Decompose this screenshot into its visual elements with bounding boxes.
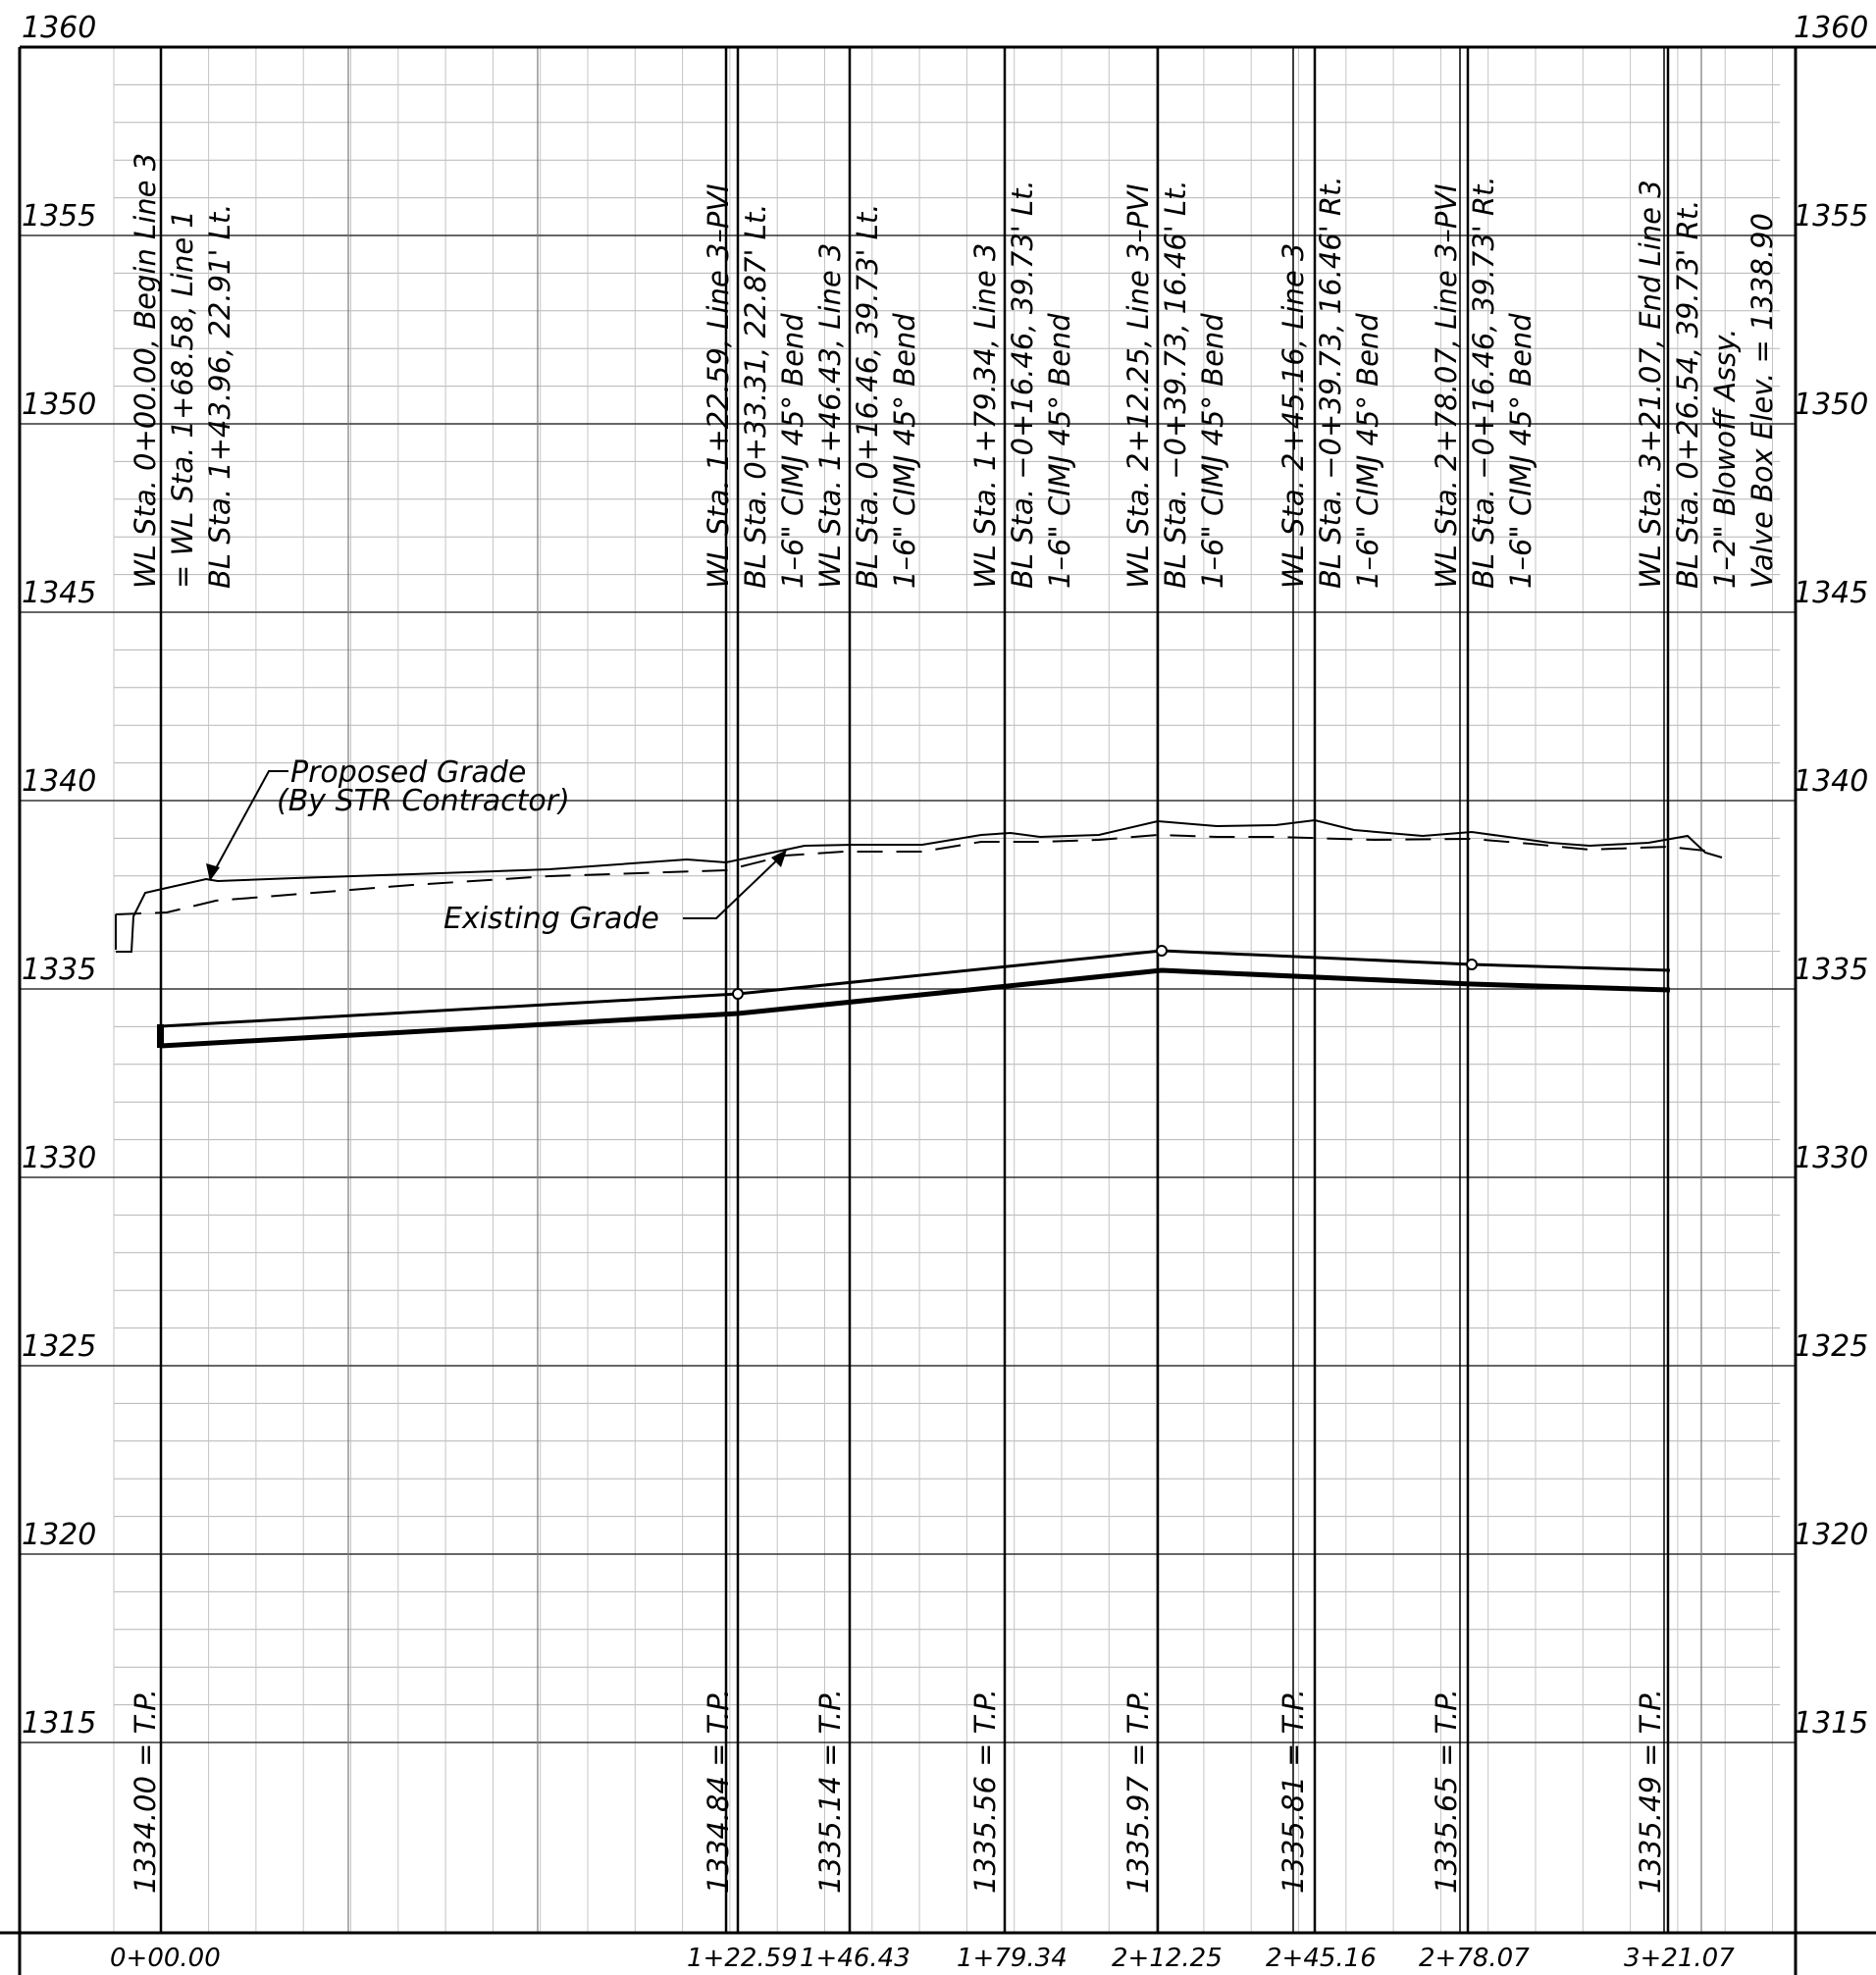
annotation-station-1: WL Sta. 1+22.59, Line 3–PVI BL Sta. 0+33…: [702, 183, 809, 589]
annotation-line: BL Sta. 0+26.54, 39.73' Rt.: [1671, 200, 1704, 589]
existing-grade-leader: [683, 852, 786, 919]
annotation-station-0: WL Sta. 0+00.00, Begin Line 3 = WL Sta. …: [129, 153, 236, 589]
pvi-marker: [1466, 959, 1478, 970]
annotation-line: 1–6" CIMJ 45° Bend: [888, 313, 921, 589]
elev-label: 1320: [1794, 1518, 1868, 1552]
elev-label: 1315: [1794, 1706, 1868, 1741]
tp-label: 1335.65 = T.P.: [1430, 1689, 1463, 1894]
annotation-line: BL Sta. 0+33.31, 22.87' Lt.: [739, 204, 772, 589]
station-label: 1+22.59: [687, 1944, 798, 1973]
annotation-station-2: WL Sta. 1+46.43, Line 3 BL Sta. 0+16.46,…: [813, 204, 921, 589]
annotation-line: 1–6" CIMJ 45° Bend: [776, 313, 809, 589]
elev-label: 1335: [1794, 953, 1868, 987]
elev-label: 1345: [22, 576, 96, 610]
annotation-line: WL Sta. 1+79.34, Line 3: [968, 243, 1002, 589]
annotation-line: BL Sta. −0+39.73, 16.46' Lt.: [1159, 180, 1192, 589]
grade-callouts: Proposed Grade (By STR Contractor) Exist…: [206, 755, 787, 936]
elev-label: 1350: [1794, 388, 1868, 422]
elev-label: 1360: [1794, 11, 1868, 45]
annotation-line: WL Sta. 3+21.07, End Line 3: [1634, 180, 1667, 589]
annotation-line: WL Sta. 1+46.43, Line 3: [813, 243, 847, 589]
tp-label: 1335.49 = T.P.: [1634, 1689, 1667, 1894]
station-label: 1+79.34: [957, 1944, 1068, 1973]
annotation-station-4: WL Sta. 2+12.25, Line 3–PVI BL Sta. −0+3…: [1121, 180, 1229, 589]
annotation-station-6: WL Sta. 2+78.07, Line 3–PVI BL Sta. −0+1…: [1430, 176, 1537, 589]
tp-label: 1335.14 = T.P.: [813, 1689, 847, 1894]
annotation-line: BL Sta. 0+16.46, 39.73' Lt.: [851, 204, 884, 589]
elevation-axis-right: 1360 1355 1350 1345 1340 1335 1330 1325 …: [1794, 11, 1868, 1741]
elev-label: 1355: [22, 199, 96, 234]
station-axis: 0+00.00 1+22.59 1+46.43 1+79.34 2+12.25 …: [110, 1944, 1735, 1973]
elev-label: 1345: [1794, 576, 1868, 610]
grid: [20, 46, 1796, 1933]
annotation-line: WL Sta. 2+12.25, Line 3–PVI: [1121, 183, 1155, 589]
elev-label: 1355: [1794, 199, 1868, 234]
pipe-end-cap: [157, 1024, 164, 1048]
station-label: 1+46.43: [800, 1944, 911, 1973]
annotation-line: 1–6" CIMJ 45° Bend: [1196, 313, 1229, 589]
elev-label: 1330: [1794, 1141, 1868, 1175]
annotation-line: 1–6" CIMJ 45° Bend: [1504, 313, 1537, 589]
station-label: 3+21.07: [1624, 1944, 1735, 1973]
tp-label: 1334.00 = T.P.: [129, 1689, 162, 1894]
proposed-grade-label-2: (By STR Contractor): [277, 784, 570, 818]
station-label: 2+12.25: [1112, 1944, 1223, 1973]
tp-label: 1335.97 = T.P.: [1121, 1689, 1155, 1894]
annotation-line: WL Sta. 1+22.59, Line 3–PVI: [702, 183, 735, 589]
annotation-line: WL Sta. 0+00.00, Begin Line 3: [129, 153, 162, 589]
proposed-grade-leader: [209, 770, 288, 880]
annotation-line: BL Sta. 1+43.96, 22.91' Lt.: [203, 204, 236, 589]
proposed-grade-label: Proposed Grade: [290, 755, 526, 790]
tp-label: 1335.81 = T.P.: [1277, 1689, 1310, 1894]
tp-label: 1334.84 = T.P.: [702, 1689, 735, 1894]
existing-grade-label: Existing Grade: [443, 902, 659, 936]
elev-label: 1315: [22, 1706, 96, 1741]
elev-label: 1350: [22, 388, 96, 422]
elev-label: 1360: [22, 11, 96, 45]
annotation-line: BL Sta. −0+39.73, 16.46' Rt.: [1314, 176, 1347, 589]
top-of-pipe-labels: 1334.00 = T.P. 1334.84 = T.P. 1335.14 = …: [129, 1689, 1667, 1894]
annotation-station-7: WL Sta. 3+21.07, End Line 3 BL Sta. 0+26…: [1634, 180, 1779, 589]
elevation-axis-left: 1360 1355 1350 1345 1340 1335 1330 1325 …: [22, 11, 96, 1741]
pvi-marker: [1156, 945, 1168, 957]
leader-arrow: [206, 863, 220, 881]
frame: [0, 45, 1876, 1975]
annotation-station-5: WL Sta. 2+45.16, Line 3 BL Sta. −0+39.73…: [1277, 176, 1384, 589]
annotation-line: BL Sta. −0+16.46, 39.73' Rt.: [1467, 176, 1500, 589]
elev-label: 1325: [1794, 1329, 1868, 1364]
elev-label: 1340: [1794, 764, 1868, 799]
station-label: 0+00.00: [110, 1944, 221, 1973]
annotation-station-3: WL Sta. 1+79.34, Line 3 BL Sta. −0+16.46…: [968, 180, 1076, 589]
elev-label: 1330: [22, 1141, 96, 1175]
elev-label: 1325: [22, 1329, 96, 1364]
annotation-line: Valve Box Elev. = 1338.90: [1746, 213, 1779, 589]
annotation-line: = WL Sta. 1+68.58, Line 1: [166, 210, 199, 589]
elev-label: 1340: [22, 764, 96, 799]
station-label: 2+78.07: [1419, 1944, 1530, 1973]
annotation-line: 1–2" Blowoff Assy.: [1708, 329, 1742, 589]
tp-label: 1335.56 = T.P.: [968, 1689, 1002, 1894]
elev-label: 1320: [22, 1518, 96, 1552]
station-annotations: WL Sta. 0+00.00, Begin Line 3 = WL Sta. …: [129, 153, 1779, 589]
ground-profile: [115, 818, 1723, 953]
elev-label: 1335: [22, 953, 96, 987]
water-line-pipe: [157, 945, 1671, 1049]
annotation-line: 1–6" CIMJ 45° Bend: [1043, 313, 1076, 589]
leader-arrow: [771, 850, 787, 867]
pipe-bottom-line: [160, 967, 1671, 1049]
annotation-line: WL Sta. 2+78.07, Line 3–PVI: [1430, 183, 1463, 589]
proposed-grade-line: [116, 818, 1723, 953]
annotation-line: 1–6" CIMJ 45° Bend: [1351, 313, 1384, 589]
station-label: 2+45.16: [1266, 1944, 1377, 1973]
annotation-line: WL Sta. 2+45.16, Line 3: [1277, 243, 1310, 589]
pvi-marker: [732, 988, 744, 1000]
annotation-line: BL Sta. −0+16.46, 39.73' Lt.: [1006, 180, 1039, 589]
